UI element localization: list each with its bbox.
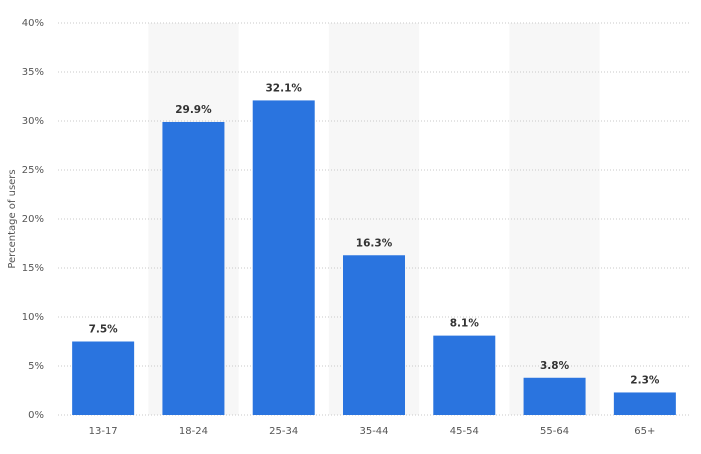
bar bbox=[162, 121, 225, 415]
y-tick-label: 40% bbox=[22, 18, 44, 29]
bar bbox=[433, 335, 496, 415]
y-tick-label: 20% bbox=[22, 214, 44, 225]
value-label: 32.1% bbox=[265, 82, 302, 94]
x-tick-label: 45-54 bbox=[450, 426, 479, 437]
bar bbox=[613, 392, 676, 415]
value-label: 3.8% bbox=[540, 360, 570, 372]
value-label: 16.3% bbox=[356, 237, 393, 249]
bar bbox=[523, 377, 586, 415]
value-label: 8.1% bbox=[450, 318, 480, 330]
band-shade bbox=[509, 23, 600, 415]
value-label: 29.9% bbox=[175, 104, 212, 116]
bar bbox=[252, 100, 315, 416]
y-tick-label: 35% bbox=[22, 67, 44, 78]
y-tick-label: 0% bbox=[28, 410, 44, 421]
x-tick-label: 55-64 bbox=[540, 426, 569, 437]
y-tick-label: 5% bbox=[28, 361, 44, 372]
value-label: 2.3% bbox=[630, 374, 660, 386]
x-tick-label: 25-34 bbox=[269, 426, 298, 437]
y-tick-label: 15% bbox=[22, 263, 44, 274]
y-tick-label: 25% bbox=[22, 165, 44, 176]
x-tick-label: 65+ bbox=[634, 426, 655, 437]
x-tick-label: 13-17 bbox=[89, 426, 118, 437]
value-label: 7.5% bbox=[89, 324, 119, 336]
bar bbox=[72, 341, 135, 415]
x-tick-label: 18-24 bbox=[179, 426, 208, 437]
x-tick-label: 35-44 bbox=[359, 426, 388, 437]
bar bbox=[343, 255, 405, 415]
y-tick-label: 10% bbox=[22, 312, 44, 323]
y-axis-title: Percentage of users bbox=[7, 169, 18, 268]
y-tick-label: 30% bbox=[22, 116, 44, 127]
